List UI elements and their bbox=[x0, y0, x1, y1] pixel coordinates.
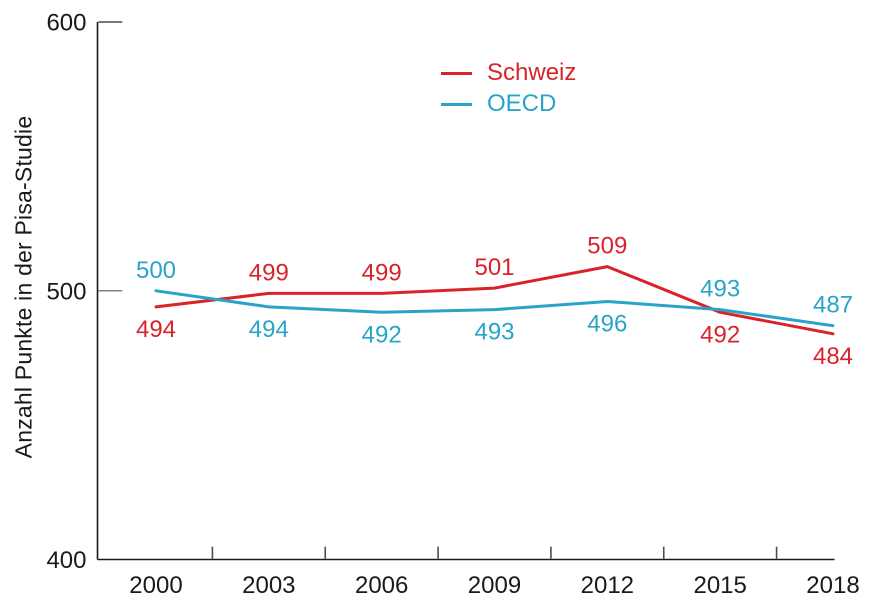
legend-label-schweiz: Schweiz bbox=[487, 59, 577, 86]
data-label-schweiz-2000: 494 bbox=[136, 316, 176, 343]
legend-line-sample-schweiz bbox=[441, 71, 472, 75]
x-tick-label: 2006 bbox=[355, 572, 408, 599]
x-tick-label: 2018 bbox=[806, 572, 859, 599]
x-tick-label: 2009 bbox=[468, 572, 521, 599]
legend-item-oecd: OECD bbox=[441, 90, 576, 118]
legend-label-oecd: OECD bbox=[487, 90, 557, 117]
data-label-schweiz-2006: 499 bbox=[362, 259, 402, 286]
data-label-schweiz-2009: 501 bbox=[474, 254, 514, 281]
x-tick-label: 2015 bbox=[693, 572, 746, 599]
data-label-oecd-2018: 487 bbox=[813, 292, 853, 319]
data-label-schweiz-2015: 492 bbox=[700, 321, 740, 348]
series-line-oecd bbox=[154, 289, 835, 328]
y-tick-label: 600 bbox=[46, 10, 86, 37]
y-axis-title: Anzahl Punkte in der Pisa-Studie bbox=[10, 115, 37, 459]
data-label-oecd-2003: 494 bbox=[249, 316, 289, 343]
legend-line-sample-oecd bbox=[441, 102, 472, 106]
x-tick-label: 2012 bbox=[581, 572, 634, 599]
y-tick-label: 500 bbox=[46, 278, 86, 305]
legend-item-schweiz: Schweiz bbox=[441, 59, 576, 87]
data-label-schweiz-2018: 484 bbox=[813, 343, 853, 370]
x-tick-label: 2000 bbox=[129, 572, 182, 599]
data-label-oecd-2006: 492 bbox=[362, 321, 402, 348]
x-tick-label: 2003 bbox=[242, 572, 295, 599]
data-label-schweiz-2012: 509 bbox=[587, 233, 627, 260]
data-label-oecd-2000: 500 bbox=[136, 257, 176, 284]
series-line-schweiz bbox=[154, 265, 835, 336]
data-label-oecd-2009: 493 bbox=[474, 319, 514, 346]
data-label-oecd-2015: 493 bbox=[700, 276, 740, 303]
y-tick-label: 400 bbox=[46, 547, 86, 574]
data-label-schweiz-2003: 499 bbox=[249, 259, 289, 286]
legend: Schweiz OECD bbox=[441, 59, 576, 118]
data-label-oecd-2012: 496 bbox=[587, 311, 627, 338]
